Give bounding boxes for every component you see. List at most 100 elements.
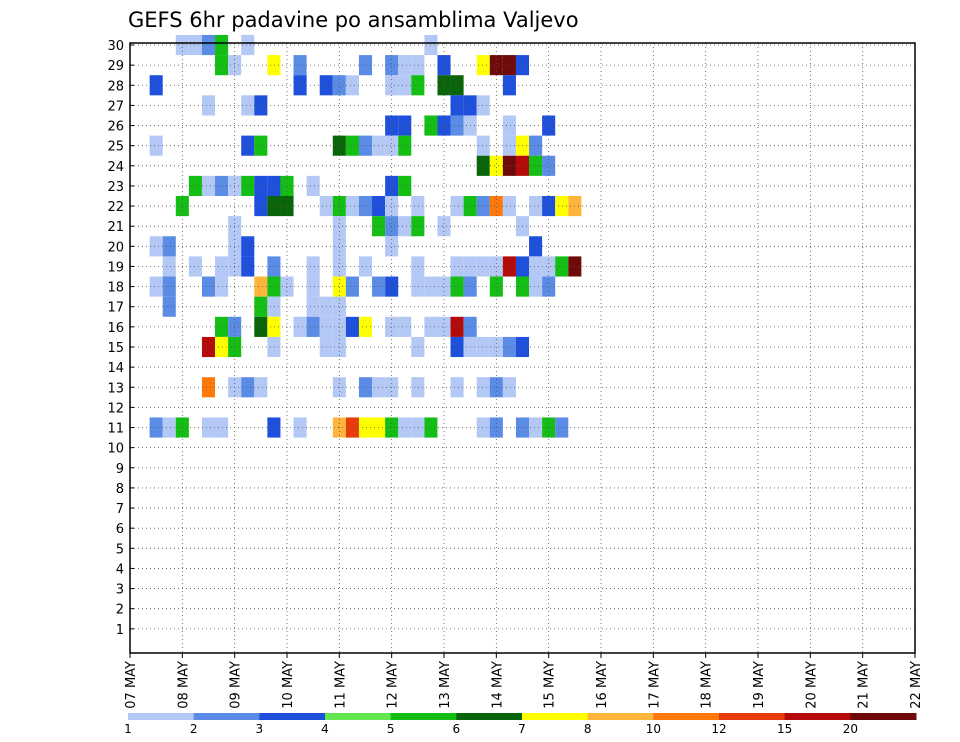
x-tick-label: 17 MAY: [647, 661, 662, 709]
heatmap-cell: [306, 175, 320, 196]
heatmap-cell: [254, 95, 268, 116]
heatmap-cell: [476, 256, 490, 277]
heatmap-cells: [149, 34, 582, 438]
colorbar-label: 7: [518, 722, 526, 736]
x-tick-label: 09 MAY: [229, 661, 244, 709]
heatmap-cell: [489, 256, 503, 277]
heatmap-cell: [489, 55, 503, 76]
heatmap-cell: [306, 316, 320, 337]
heatmap-cell: [437, 55, 451, 76]
heatmap-cell: [450, 115, 464, 136]
heatmap-cell: [149, 276, 163, 297]
y-tick-label: 15: [107, 341, 124, 356]
heatmap-cell: [358, 55, 373, 76]
x-tick-label: 12 MAY: [386, 661, 401, 709]
heatmap-cell: [267, 296, 281, 317]
y-tick-label: 23: [107, 180, 124, 195]
y-tick-label: 28: [107, 79, 124, 94]
heatmap-cell: [542, 256, 556, 277]
heatmap-cell: [502, 115, 516, 136]
heatmap-cell: [358, 316, 373, 337]
heatmap-cell: [398, 135, 412, 156]
heatmap-cell: [241, 236, 255, 257]
y-tick-label: 27: [107, 99, 124, 114]
heatmap-cell: [502, 135, 516, 156]
y-tick-label: 19: [107, 260, 124, 275]
heatmap-cell: [306, 296, 320, 317]
heatmap-cell: [201, 175, 216, 196]
heatmap-cell: [332, 316, 346, 337]
y-tick-label: 18: [107, 281, 124, 296]
plot-frame: [129, 42, 916, 654]
heatmap-cell: [241, 95, 255, 116]
heatmap-cell: [476, 155, 490, 176]
colorbar-label: 3: [256, 722, 264, 736]
heatmap-cell: [529, 417, 543, 438]
heatmap-cell: [215, 276, 229, 297]
heatmap-cell: [254, 296, 268, 317]
colorbar-swatch: [259, 713, 326, 720]
heatmap-cell: [293, 417, 307, 438]
heatmap-cell: [358, 377, 373, 398]
y-tick-label: 6: [116, 522, 124, 537]
heatmap-cell: [555, 196, 569, 217]
heatmap-cell: [215, 55, 229, 76]
heatmap-cell: [162, 276, 176, 297]
heatmap-cell: [241, 175, 255, 196]
x-tick-label: 08 MAY: [176, 661, 191, 709]
heatmap-cell: [542, 196, 556, 217]
colorbar-label: 1: [124, 722, 132, 736]
heatmap-cell: [385, 55, 399, 76]
y-tick-label: 11: [107, 422, 124, 437]
heatmap-cell: [555, 256, 569, 277]
heatmap-cell: [411, 336, 425, 358]
heatmap-cell: [385, 316, 399, 337]
heatmap-cell: [450, 256, 464, 277]
heatmap-cell: [437, 115, 451, 136]
heatmap-cell: [385, 175, 399, 196]
heatmap-cell: [502, 377, 516, 398]
heatmap-cell: [411, 256, 425, 277]
heatmap-cell: [215, 417, 229, 438]
y-axis: 1234567891011121314151617181920212223242…: [107, 39, 134, 638]
y-tick-label: 25: [107, 140, 124, 155]
heatmap-cell: [267, 417, 281, 438]
heatmap-cell: [215, 175, 229, 196]
x-tick-label: 20 MAY: [804, 661, 819, 709]
x-tick-label: 07 MAY: [124, 661, 139, 709]
heatmap-cell: [542, 115, 556, 136]
y-tick-label: 10: [107, 442, 124, 457]
heatmap-cell: [450, 377, 464, 398]
colorbar-swatch: [128, 713, 195, 720]
heatmap-cell: [502, 55, 516, 76]
y-tick-label: 2: [116, 603, 124, 618]
heatmap-cell: [411, 276, 425, 297]
heatmap-cell: [332, 75, 346, 96]
x-tick-label: 14 MAY: [490, 661, 505, 709]
y-tick-label: 26: [107, 120, 124, 135]
heatmap-cell: [215, 34, 229, 56]
x-tick-label: 18 MAY: [700, 661, 715, 709]
heatmap-cell: [450, 75, 464, 96]
grid-lines: [130, 43, 915, 653]
heatmap-cell: [398, 316, 412, 337]
heatmap-cell: [149, 236, 163, 257]
y-tick-label: 13: [107, 381, 124, 396]
x-tick-label: 19 MAY: [752, 661, 767, 709]
heatmap-cell: [542, 155, 556, 176]
colorbar-swatch: [456, 713, 523, 720]
y-tick-label: 22: [107, 200, 124, 215]
heatmap-cell: [385, 135, 399, 156]
heatmap-cell: [411, 377, 425, 398]
heatmap-cell: [411, 216, 425, 237]
y-tick-label: 16: [107, 321, 124, 336]
x-tick-label: 16 MAY: [595, 661, 610, 709]
colorbar-label: 8: [584, 722, 592, 736]
heatmap-cell: [267, 336, 281, 358]
heatmap-cell: [398, 216, 412, 237]
colorbar-label: 12: [711, 722, 726, 736]
heatmap-cell: [398, 55, 412, 76]
heatmap-cell: [332, 296, 346, 317]
heatmap-cell: [201, 336, 216, 358]
heatmap-cell: [345, 417, 359, 438]
